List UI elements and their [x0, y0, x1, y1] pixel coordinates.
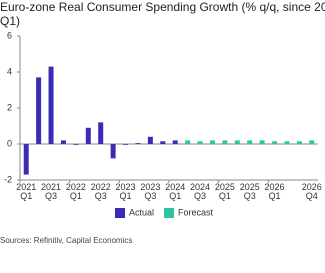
x-tick-label: 2021 Q1: [16, 182, 36, 201]
x-tick-label: 2025 Q1: [215, 182, 235, 201]
bar: [247, 140, 253, 144]
x-tick-label: 2024 Q1: [165, 182, 185, 201]
x-tick-label: 2025 Q3: [240, 182, 260, 201]
bar: [222, 140, 228, 144]
chart-title: Euro-zone Real Consumer Spending Growth …: [0, 0, 325, 14]
bar: [234, 140, 240, 144]
x-tick-label: 2026 Q1: [265, 182, 285, 201]
bar: [48, 66, 54, 144]
bar: [284, 141, 290, 144]
y-tick-label: -2: [4, 174, 12, 184]
chart-title: Q1): [0, 14, 20, 28]
bar: [135, 143, 141, 144]
legend-swatch: [115, 208, 125, 218]
bar: [36, 77, 42, 144]
bar: [23, 144, 29, 175]
x-tick-label: 2021 Q3: [41, 182, 61, 201]
bar: [259, 140, 265, 144]
bar: [172, 140, 178, 144]
bar: [85, 127, 91, 144]
source-note: Sources: Refinitiv, Capital Economics: [0, 236, 132, 245]
bar: [209, 140, 215, 144]
x-tick-label: 2023 Q1: [116, 182, 136, 201]
bar: [185, 140, 191, 144]
bar: [309, 140, 315, 144]
x-tick-label: 2024 Q3: [190, 182, 210, 201]
bar: [160, 141, 166, 144]
x-tick-label: 2022 Q3: [91, 182, 111, 201]
bar: [272, 141, 278, 144]
legend-swatch: [164, 208, 175, 218]
bar: [98, 122, 104, 144]
bar: [147, 136, 153, 144]
bar: [197, 141, 203, 144]
y-tick-label: 6: [7, 30, 12, 40]
y-tick-label: 2: [7, 102, 12, 112]
legend-label: Forecast: [178, 207, 214, 217]
y-tick-label: 4: [7, 66, 12, 76]
x-tick-label: 2026 Q4: [302, 182, 322, 201]
bar: [73, 144, 79, 145]
bar: [110, 144, 116, 159]
x-tick-label: 2023 Q3: [140, 182, 160, 201]
bar: [123, 144, 129, 145]
y-tick-label: 0: [7, 138, 12, 148]
x-tick-label: 2022 Q1: [66, 182, 86, 201]
bar: [296, 141, 302, 144]
bar: [60, 140, 66, 144]
legend-label: Actual: [129, 207, 154, 217]
